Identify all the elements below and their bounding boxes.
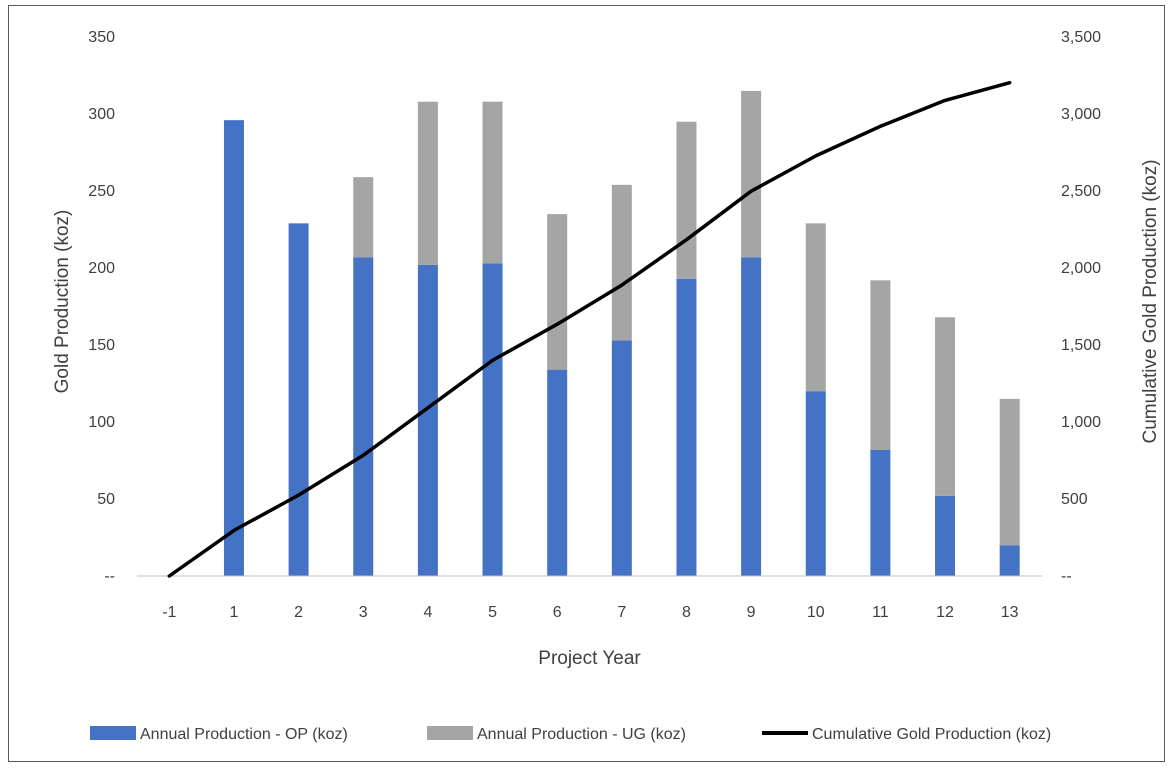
x-tick-label: 12 bbox=[936, 604, 954, 621]
y2-tick-label: 3,500 bbox=[1061, 29, 1101, 46]
bar-op-13 bbox=[999, 545, 1020, 576]
x-tick-label: 11 bbox=[872, 604, 889, 621]
bar-op-7 bbox=[611, 340, 632, 576]
legend-label: Cumulative Gold Production (koz) bbox=[812, 726, 1051, 743]
bar-op-3 bbox=[353, 257, 374, 576]
x-tick-label: 9 bbox=[747, 604, 756, 621]
bar-ug-12 bbox=[935, 317, 956, 496]
x-tick-label: 1 bbox=[230, 604, 239, 621]
bar-op-5 bbox=[482, 263, 503, 576]
y-tick-label: 150 bbox=[88, 337, 115, 354]
bar-ug-6 bbox=[547, 214, 568, 370]
bar-op-9 bbox=[741, 257, 762, 576]
bar-op-6 bbox=[547, 369, 568, 576]
bar-op-8 bbox=[676, 278, 697, 576]
x-tick-label: 2 bbox=[294, 604, 303, 621]
bar-ug-7 bbox=[611, 184, 632, 341]
y2-tick-label: 1,500 bbox=[1061, 337, 1101, 354]
y-tick-label: 50 bbox=[97, 491, 115, 508]
x-tick-label: 8 bbox=[682, 604, 691, 621]
x-axis-ticks: -1 1 2 3 4 5 6 7 8 9 10 11 12 13 bbox=[162, 604, 1018, 621]
y-tick-label: 250 bbox=[88, 183, 115, 200]
y-axis-title: Gold Production (koz) bbox=[52, 210, 73, 394]
line-layer bbox=[167, 80, 1012, 578]
legend-label: Annual Production - UG (koz) bbox=[477, 726, 686, 743]
y-tick-label: 200 bbox=[88, 260, 115, 277]
bar-op-10 bbox=[805, 391, 826, 576]
bar-ug-10 bbox=[805, 223, 826, 392]
legend: Annual Production - OP (koz) Annual Produ… bbox=[90, 726, 1051, 743]
bar-ug-13 bbox=[999, 398, 1020, 546]
y-tick-label: 350 bbox=[88, 29, 115, 46]
bar-op-12 bbox=[935, 495, 956, 576]
x-tick-label: 4 bbox=[423, 604, 432, 621]
x-axis-title: Project Year bbox=[538, 648, 641, 669]
bar-ug-3 bbox=[353, 177, 374, 258]
bars-layer bbox=[223, 90, 1020, 576]
bar-ug-4 bbox=[417, 101, 438, 265]
legend-label: Annual Production - OP (koz) bbox=[140, 726, 348, 743]
bar-op-4 bbox=[417, 264, 438, 576]
y2-tick-label: 500 bbox=[1061, 491, 1088, 508]
x-tick-label: -1 bbox=[162, 604, 176, 621]
y2-tick-label: 3,000 bbox=[1061, 106, 1101, 123]
bar-ug-11 bbox=[870, 280, 891, 450]
bar-ug-8 bbox=[676, 121, 697, 279]
bar-ug-5 bbox=[482, 101, 503, 264]
bar-op-11 bbox=[870, 449, 891, 576]
x-tick-label: 10 bbox=[807, 604, 825, 621]
x-tick-label: 6 bbox=[553, 604, 562, 621]
y2-tick-label: 2,500 bbox=[1061, 183, 1101, 200]
y-axis-ticks: -- 50 100 150 200 250 300 350 bbox=[88, 29, 115, 585]
y-tick-label: -- bbox=[104, 568, 115, 585]
cumulative-production-line bbox=[167, 80, 1012, 578]
y-tick-label: 100 bbox=[88, 414, 115, 431]
bar-op-2 bbox=[288, 223, 309, 576]
x-tick-label: 5 bbox=[488, 604, 497, 621]
bar-ug-9 bbox=[741, 90, 762, 258]
y-tick-label: 300 bbox=[88, 106, 115, 123]
chart-frame bbox=[8, 5, 1165, 762]
x-tick-label: 13 bbox=[1001, 604, 1019, 621]
legend-swatch-op bbox=[90, 726, 136, 740]
y2-tick-label: -- bbox=[1061, 568, 1072, 585]
x-tick-label: 7 bbox=[617, 604, 626, 621]
legend-swatch-ug bbox=[427, 726, 473, 740]
bar-op-1 bbox=[223, 120, 244, 576]
y2-axis-title: Cumulative Gold Production (koz) bbox=[1140, 159, 1161, 443]
y2-tick-label: 2,000 bbox=[1061, 260, 1101, 277]
y2-tick-label: 1,000 bbox=[1061, 414, 1101, 431]
x-tick-label: 3 bbox=[359, 604, 368, 621]
y2-axis-ticks: -- 500 1,000 1,500 2,000 2,500 3,000 3,500 bbox=[1061, 29, 1101, 585]
